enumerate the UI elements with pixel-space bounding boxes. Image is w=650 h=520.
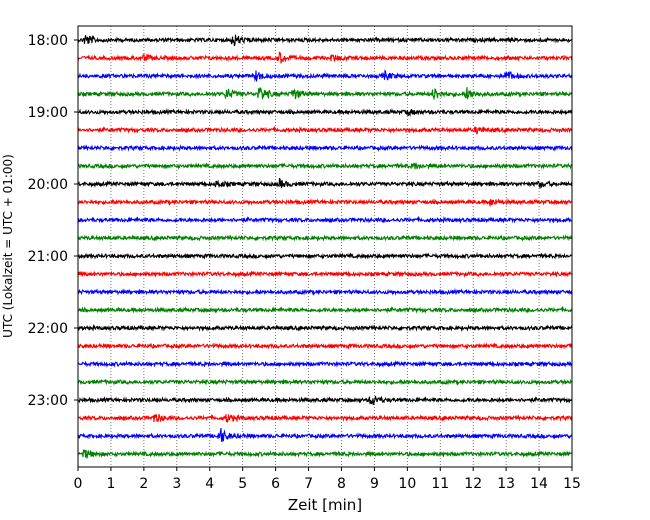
trace-2030 bbox=[77, 215, 573, 224]
trace-2315 bbox=[77, 413, 573, 423]
trace-2245 bbox=[77, 378, 573, 386]
x-axis-title: Zeit [min] bbox=[288, 496, 362, 514]
trace-2015 bbox=[77, 197, 573, 207]
trace-2300 bbox=[77, 395, 573, 406]
trace-2045 bbox=[77, 234, 573, 242]
x-tick-label: 1 bbox=[106, 476, 115, 492]
x-tick-label: 10 bbox=[398, 476, 416, 492]
x-tick-label: 15 bbox=[563, 476, 581, 492]
trace-1945 bbox=[77, 162, 573, 170]
x-tick-label: 8 bbox=[337, 476, 346, 492]
x-tick-label: 9 bbox=[370, 476, 379, 492]
plot-area bbox=[78, 26, 572, 467]
x-tick-label: 13 bbox=[497, 476, 515, 492]
trace-1915 bbox=[77, 125, 573, 135]
trace-2100 bbox=[77, 252, 573, 260]
x-tick-label: 11 bbox=[431, 476, 449, 492]
y-tick-label: 23:00 bbox=[28, 393, 68, 409]
trace-1830 bbox=[77, 69, 573, 82]
trace-2330 bbox=[77, 428, 573, 443]
x-tick-label: 3 bbox=[172, 476, 181, 492]
y-axis-ticks: 18:00 19:00 20:00 21:00 22:00 23:00 bbox=[28, 33, 78, 409]
y-tick-label: 19:00 bbox=[28, 105, 68, 121]
trace-2230 bbox=[77, 360, 573, 368]
x-tick-label: 4 bbox=[205, 476, 214, 492]
trace-2145 bbox=[77, 305, 573, 314]
trace-2200 bbox=[77, 323, 573, 332]
trace-1845 bbox=[77, 87, 573, 101]
x-tick-label: 7 bbox=[304, 476, 313, 492]
y-tick-label: 20:00 bbox=[28, 177, 68, 193]
trace-2130 bbox=[77, 288, 573, 296]
x-axis-ticks: 0 1 2 3 4 5 6 7 8 9 10 11 12 13 14 15 bbox=[74, 467, 581, 492]
traces-group bbox=[77, 34, 573, 459]
y-tick-label: 22:00 bbox=[28, 321, 68, 337]
x-tick-label: 0 bbox=[74, 476, 83, 492]
trace-1800 bbox=[77, 34, 573, 47]
x-tick-label: 12 bbox=[464, 476, 482, 492]
trace-1815 bbox=[77, 51, 573, 64]
trace-2115 bbox=[77, 270, 573, 278]
x-tick-label: 14 bbox=[530, 476, 548, 492]
trace-1900 bbox=[77, 108, 573, 117]
trace-2345 bbox=[77, 449, 573, 459]
plot-frame bbox=[77, 25, 573, 468]
x-tick-label: 5 bbox=[238, 476, 247, 492]
y-tick-label: 18:00 bbox=[28, 33, 68, 49]
y-axis-title: UTC (Lokalzeit = UTC + 01:00) bbox=[1, 154, 15, 338]
trace-2000 bbox=[77, 177, 573, 190]
trace-1930 bbox=[77, 144, 573, 152]
x-tick-label: 6 bbox=[271, 476, 280, 492]
x-tick-label: 2 bbox=[139, 476, 148, 492]
y-tick-label: 21:00 bbox=[28, 249, 68, 265]
trace-2215 bbox=[77, 342, 573, 350]
